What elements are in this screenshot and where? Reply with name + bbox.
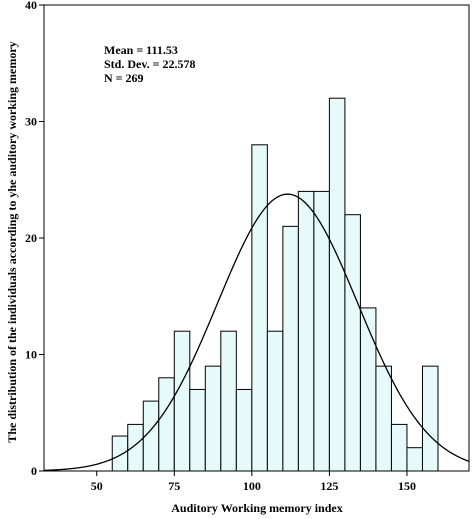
- y-tick-label: 0: [31, 464, 37, 478]
- histogram-bar: [235, 388, 253, 472]
- histogram-bar: [111, 435, 129, 472]
- histogram-bar: [158, 377, 175, 472]
- histogram-bar: [204, 365, 222, 472]
- histogram-bar: [344, 214, 361, 472]
- y-axis-ticks: 0 10 20 30 40: [25, 0, 44, 478]
- x-tick-label: 75: [168, 479, 180, 493]
- y-tick-label: 30: [25, 115, 37, 129]
- histogram-bar: [375, 365, 392, 472]
- histogram-bar: [220, 330, 237, 472]
- y-axis-label: The distribution of the individuals acco…: [5, 41, 19, 442]
- x-axis-ticks: 50 75 100 125 150: [91, 471, 416, 493]
- histogram-bar: [127, 423, 144, 472]
- histogram-bar: [406, 447, 423, 472]
- stats-mean: Mean = 111.53: [104, 43, 178, 57]
- normal-curve: [43, 193, 470, 471]
- histogram-bar: [297, 190, 315, 472]
- histogram-bars: [111, 97, 439, 472]
- histogram-bar: [189, 388, 206, 472]
- histogram-bar: [328, 97, 346, 472]
- statistics-box: Mean = 111.53 Std. Dev. = 22.578 N = 269: [104, 43, 196, 85]
- y-tick-label: 10: [25, 348, 37, 362]
- stats-n: N = 269: [104, 71, 144, 85]
- x-tick-label: 125: [320, 479, 338, 493]
- x-tick-label: 100: [243, 479, 261, 493]
- stats-std-dev: Std. Dev. = 22.578: [104, 57, 196, 71]
- y-tick-label: 20: [25, 231, 37, 245]
- histogram-bar: [282, 225, 299, 472]
- histogram-bar: [266, 330, 284, 472]
- x-tick-label: 50: [91, 479, 103, 493]
- histogram-bar: [313, 190, 330, 472]
- histogram-bar: [359, 307, 377, 472]
- histogram-bar: [421, 365, 439, 472]
- x-axis-label: Auditory Working memory index: [171, 501, 342, 515]
- histogram-bar: [173, 330, 191, 472]
- y-tick-label: 40: [25, 0, 37, 12]
- histogram-bar: [390, 423, 408, 472]
- histogram-bar: [251, 144, 268, 472]
- x-tick-label: 150: [398, 479, 416, 493]
